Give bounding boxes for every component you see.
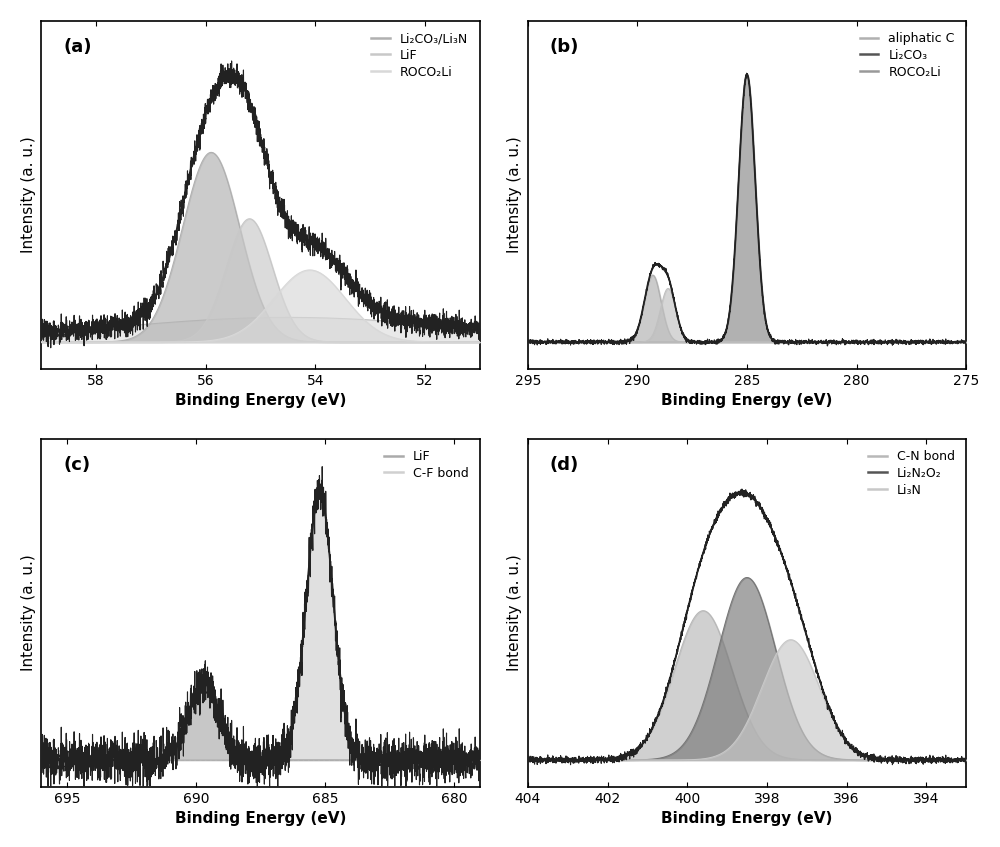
Text: (b): (b) [550, 38, 579, 56]
X-axis label: Binding Energy (eV): Binding Energy (eV) [175, 811, 346, 826]
Text: (d): (d) [550, 457, 579, 474]
Text: (c): (c) [63, 457, 90, 474]
Y-axis label: Intensity (a. u.): Intensity (a. u.) [21, 136, 36, 253]
Text: (a): (a) [63, 38, 92, 56]
Y-axis label: Intensity (a. u.): Intensity (a. u.) [21, 555, 36, 671]
Legend: C-N bond, Li₂N₂O₂, Li₃N: C-N bond, Li₂N₂O₂, Li₃N [863, 445, 960, 501]
X-axis label: Binding Energy (eV): Binding Energy (eV) [661, 393, 833, 408]
Legend: aliphatic C, Li₂CO₃, ROCO₂Li: aliphatic C, Li₂CO₃, ROCO₂Li [855, 27, 960, 84]
Y-axis label: Intensity (a. u.): Intensity (a. u.) [507, 136, 522, 253]
X-axis label: Binding Energy (eV): Binding Energy (eV) [661, 811, 833, 826]
Y-axis label: Intensity (a. u.): Intensity (a. u.) [507, 555, 522, 671]
Legend: LiF, C-F bond: LiF, C-F bond [379, 445, 473, 484]
Legend: Li₂CO₃/Li₃N, LiF, ROCO₂Li: Li₂CO₃/Li₃N, LiF, ROCO₂Li [366, 27, 473, 84]
X-axis label: Binding Energy (eV): Binding Energy (eV) [175, 393, 346, 408]
